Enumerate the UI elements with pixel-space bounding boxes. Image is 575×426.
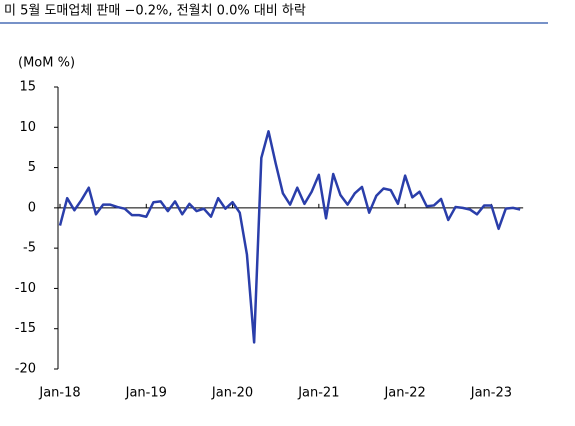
y-tick-label: -5: [23, 241, 36, 256]
y-axis-label: (MoM %): [18, 56, 75, 71]
y-tick-label: 5: [28, 160, 36, 175]
y-tick-label: -20: [15, 362, 36, 377]
y-tick-label: -10: [15, 281, 36, 296]
y-tick-label: -15: [15, 321, 36, 336]
x-tick-label: Jan-22: [383, 386, 425, 401]
y-tick-label: 10: [19, 120, 36, 135]
x-tick-label: Jan-19: [125, 386, 167, 401]
y-tick-label: 0: [28, 200, 36, 215]
data-line: [58, 130, 521, 344]
x-tick-label: Jan-23: [470, 386, 512, 401]
x-tick-label: Jan-21: [297, 386, 339, 401]
x-tick-label: Jan-18: [38, 386, 80, 401]
x-tick-label: Jan-20: [211, 386, 253, 401]
chart-title: 미 5월 도매업체 판매 −0.2%, 전월치 0.0% 대비 하락: [4, 4, 306, 19]
y-tick-label: 15: [19, 80, 36, 95]
